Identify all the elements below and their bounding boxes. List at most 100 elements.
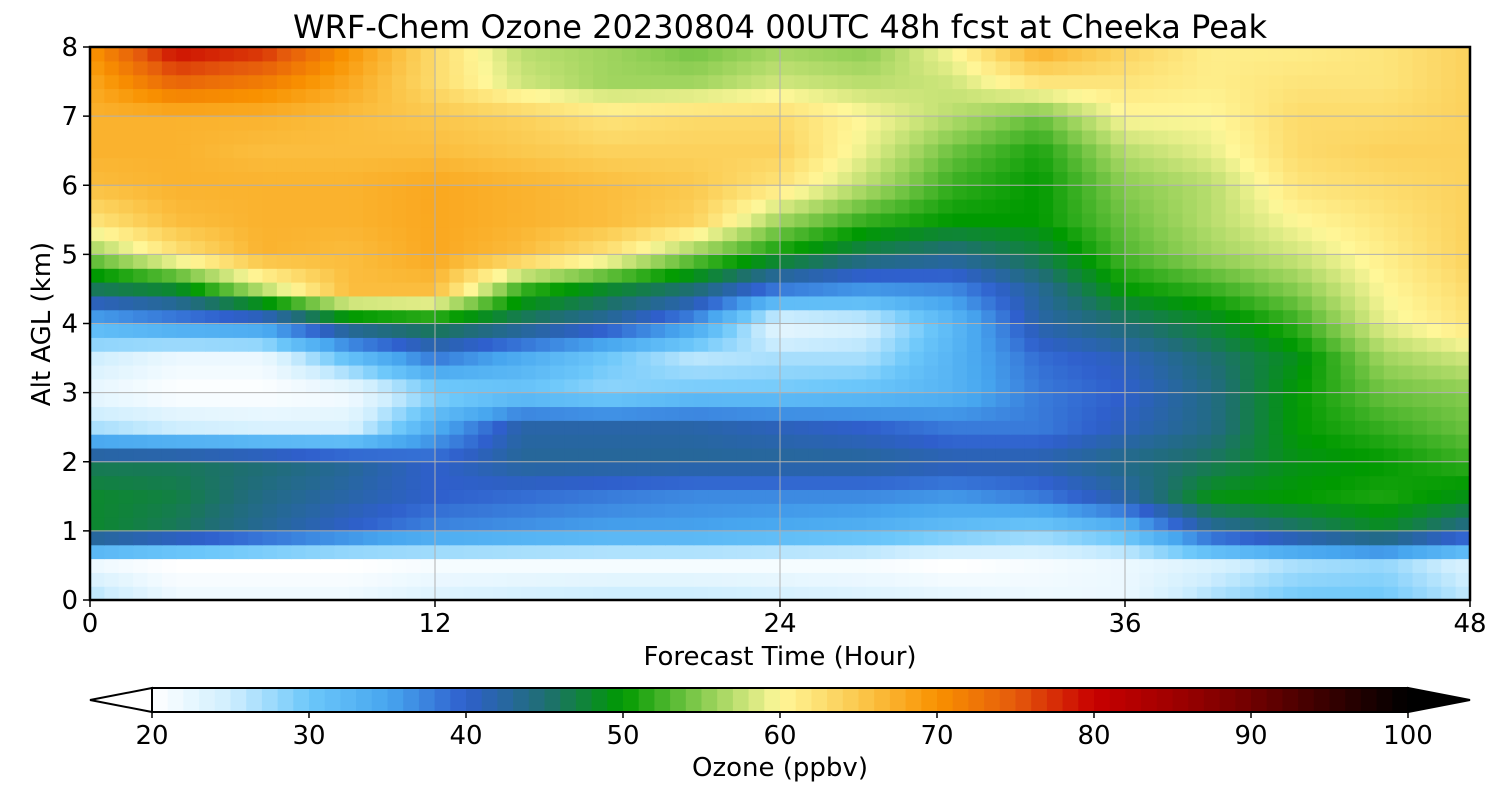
heatmap-cell: [420, 88, 436, 103]
heatmap-cell: [665, 461, 680, 477]
colorbar-segment: [1015, 688, 1032, 712]
heatmap-cell: [621, 323, 637, 338]
heatmap-cell: [564, 88, 580, 103]
heatmap-cell: [808, 530, 824, 546]
heatmap-cell: [1211, 530, 1227, 546]
heatmap-cell: [1268, 309, 1284, 325]
heatmap-cell: [1096, 558, 1112, 573]
heatmap-cell: [1211, 572, 1227, 587]
heatmap-cell: [133, 378, 149, 394]
heatmap-cell: [808, 544, 824, 560]
heatmap-cell: [104, 461, 120, 477]
heatmap-cell: [535, 461, 551, 477]
heatmap-cell: [147, 226, 163, 242]
heatmap-cell: [291, 530, 307, 546]
heatmap-cell: [248, 171, 264, 186]
heatmap-cell: [1168, 102, 1184, 117]
colorbar-tick-label: 100: [1383, 721, 1433, 751]
heatmap-cell: [1211, 517, 1227, 532]
heatmap-cell: [665, 586, 680, 601]
heatmap-cell: [823, 88, 839, 103]
heatmap-cell: [909, 295, 925, 311]
heatmap-cell: [1340, 240, 1356, 255]
heatmap-cell: [837, 392, 853, 408]
heatmap-cell: [1297, 185, 1313, 200]
heatmap-cell: [1053, 392, 1069, 408]
heatmap-cell: [176, 129, 192, 145]
heatmap-cell: [1067, 240, 1083, 255]
heatmap-cell: [291, 489, 307, 504]
heatmap-cell: [1383, 323, 1399, 338]
heatmap-cell: [1196, 351, 1212, 366]
heatmap-cell: [305, 143, 321, 159]
heatmap-cell: [593, 88, 609, 103]
heatmap-cell: [751, 295, 767, 311]
heatmap-cell: [1254, 185, 1270, 200]
heatmap-cell: [650, 364, 666, 380]
heatmap-cell: [593, 461, 609, 477]
heatmap-cell: [1283, 406, 1299, 421]
heatmap-cell: [765, 129, 781, 145]
heatmap-cell: [1311, 489, 1327, 504]
heatmap-cell: [751, 475, 767, 490]
heatmap-cell: [1053, 586, 1069, 601]
heatmap-cell: [708, 240, 724, 255]
heatmap-cell: [420, 586, 436, 601]
heatmap-cell: [406, 268, 422, 283]
heatmap-cell: [291, 143, 307, 159]
heatmap-cell: [1283, 171, 1299, 186]
colorbar-segment: [670, 688, 687, 712]
heatmap-cell: [1182, 489, 1198, 504]
heatmap-cell: [363, 185, 379, 200]
heatmap-cell: [1326, 517, 1342, 532]
heatmap-cell: [765, 47, 781, 62]
heatmap-cell: [420, 406, 436, 421]
heatmap-cell: [506, 364, 522, 380]
heatmap-cell: [363, 226, 379, 242]
heatmap-cell: [334, 295, 350, 311]
heatmap-cell: [966, 212, 982, 228]
heatmap-cell: [1096, 47, 1112, 62]
heatmap-cell: [1340, 392, 1356, 408]
heatmap-cell: [1038, 489, 1054, 504]
y-tick-label: 4: [61, 310, 78, 340]
heatmap-cell: [952, 309, 968, 325]
heatmap-cell: [679, 212, 695, 228]
heatmap-cell: [1268, 337, 1284, 352]
heatmap-cell: [1067, 268, 1083, 283]
heatmap-cell: [1081, 406, 1097, 421]
heatmap-cell: [1398, 102, 1414, 117]
heatmap-cell: [506, 212, 522, 228]
heatmap-cell: [535, 447, 551, 463]
heatmap-cell: [1010, 240, 1025, 255]
heatmap-cell: [492, 295, 508, 311]
heatmap-cell: [1125, 129, 1140, 145]
heatmap-cell: [665, 116, 680, 131]
heatmap-cell: [463, 392, 479, 408]
heatmap-cell: [320, 434, 335, 449]
heatmap-cell: [923, 503, 939, 518]
heatmap-cell: [1426, 129, 1442, 145]
heatmap-cell: [492, 185, 508, 200]
heatmap-cell: [334, 517, 350, 532]
heatmap-cell: [1240, 530, 1255, 546]
heatmap-cell: [909, 116, 925, 131]
heatmap-cell: [363, 434, 379, 449]
heatmap-cell: [276, 475, 292, 490]
heatmap-cell: [521, 558, 537, 573]
heatmap-cell: [1081, 461, 1097, 477]
heatmap-cell: [1383, 378, 1399, 394]
heatmap-cell: [1010, 171, 1025, 186]
heatmap-cell: [1355, 226, 1370, 242]
heatmap-cell: [650, 392, 666, 408]
heatmap-cell: [435, 558, 450, 573]
heatmap-cell: [1355, 102, 1370, 117]
heatmap-cell: [420, 102, 436, 117]
heatmap-cell: [320, 558, 335, 573]
heatmap-cell: [837, 572, 853, 587]
heatmap-cell: [506, 171, 522, 186]
heatmap-cell: [938, 268, 954, 283]
heatmap-cell: [751, 489, 767, 504]
heatmap-cell: [607, 74, 623, 90]
heatmap-cell: [463, 157, 479, 173]
